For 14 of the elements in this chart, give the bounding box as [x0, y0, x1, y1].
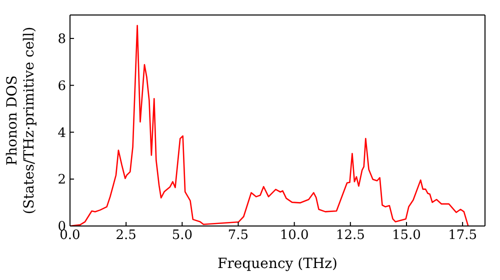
- y-tick-label: 4: [58, 126, 66, 141]
- x-tick-label: 12.5: [336, 228, 365, 244]
- y-tick-label: 8: [58, 32, 66, 48]
- x-tick-label: 5.0: [172, 228, 193, 244]
- x-tick-label: 15.0: [392, 228, 421, 244]
- x-tick-label: 17.5: [448, 228, 478, 244]
- x-tick-label: 2.5: [116, 228, 136, 244]
- line-series: [70, 24, 469, 226]
- y-tick-label: 2: [58, 172, 66, 188]
- x-axis-title: Frequency (THz): [217, 256, 338, 272]
- y-tick-label: 6: [58, 78, 66, 94]
- x-tick-label: 7.5: [228, 228, 249, 244]
- y-axis-title: Phonon DOS (States/THz·primitive cell): [4, 26, 38, 214]
- x-tick-label: 10.0: [280, 228, 309, 244]
